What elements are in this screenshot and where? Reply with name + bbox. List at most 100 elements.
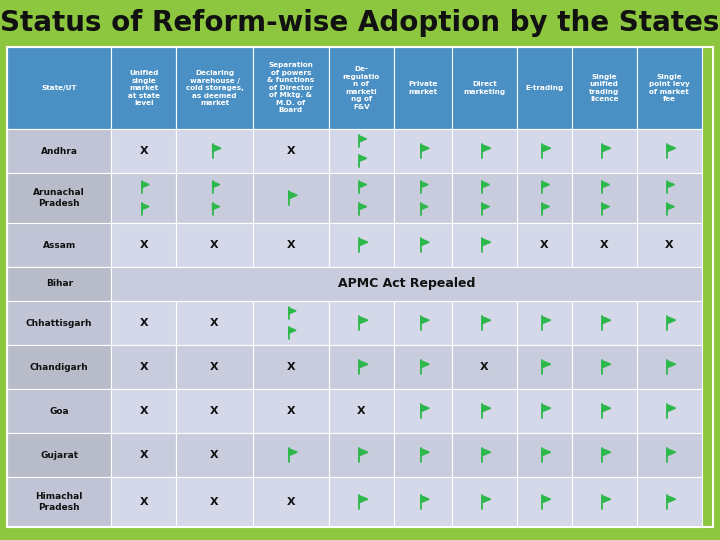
Text: State/UT: State/UT [42,85,77,91]
Text: X: X [140,362,148,372]
Polygon shape [482,404,490,411]
Text: X: X [140,240,148,250]
Polygon shape [482,316,490,323]
Text: Assam: Assam [42,240,76,249]
Text: De-
regulatio
n of
marketi
ng of
F&V: De- regulatio n of marketi ng of F&V [343,66,380,110]
Bar [112,267,702,301]
Bar [451,389,517,433]
Bar [253,477,329,527]
Bar [253,433,329,477]
Bar [176,477,253,527]
Bar [7,223,112,267]
Bar [572,129,636,173]
Text: X: X [540,240,549,250]
Polygon shape [420,316,429,323]
Polygon shape [212,204,220,210]
Polygon shape [420,239,429,246]
Bar [7,47,713,527]
Polygon shape [602,404,611,411]
Polygon shape [542,404,551,411]
Polygon shape [359,316,368,323]
Bar [7,129,112,173]
Text: Chhattisgarh: Chhattisgarh [26,319,92,327]
Bar [253,389,329,433]
Bar [451,129,517,173]
Bar [329,433,394,477]
Polygon shape [542,496,551,503]
Polygon shape [359,361,368,368]
Bar [517,433,572,477]
Bar [394,477,451,527]
Text: X: X [287,362,295,372]
Polygon shape [667,496,675,503]
Bar [112,433,176,477]
Text: E-trading: E-trading [525,85,563,91]
Bar [112,301,176,345]
Text: X: X [287,406,295,416]
Text: X: X [140,497,148,507]
Bar [253,173,329,223]
Bar [253,223,329,267]
Text: X: X [210,450,219,460]
Bar [636,301,702,345]
Bar [112,47,176,129]
Text: Single
point levy
of market
fee: Single point levy of market fee [649,74,690,102]
Polygon shape [359,449,368,456]
Text: X: X [210,406,219,416]
Bar [394,129,451,173]
Text: Himachal
Pradesh: Himachal Pradesh [35,492,83,512]
Bar [7,433,112,477]
Bar [517,301,572,345]
Polygon shape [359,136,366,142]
Polygon shape [602,181,609,187]
Polygon shape [602,145,611,152]
Bar [572,477,636,527]
Polygon shape [359,181,366,187]
Polygon shape [482,496,490,503]
Polygon shape [667,404,675,411]
Bar [176,433,253,477]
Bar [176,301,253,345]
Bar [394,47,451,129]
Text: X: X [480,362,489,372]
Bar [394,173,451,223]
Bar [329,129,394,173]
Bar [112,477,176,527]
Bar [636,389,702,433]
Polygon shape [667,181,675,187]
Bar [7,345,112,389]
Bar [176,129,253,173]
Polygon shape [482,204,490,210]
Bar [394,223,451,267]
Bar [636,477,702,527]
Polygon shape [289,192,297,199]
Bar [451,173,517,223]
Polygon shape [420,496,429,503]
Bar [572,223,636,267]
Polygon shape [212,181,220,187]
Text: X: X [600,240,608,250]
Polygon shape [482,145,490,152]
Text: Single
unified
trading
licence: Single unified trading licence [589,74,619,102]
Polygon shape [667,316,675,323]
Bar [636,173,702,223]
Polygon shape [212,145,221,152]
Bar [176,173,253,223]
Bar [329,223,394,267]
Bar [329,345,394,389]
Text: X: X [665,240,673,250]
Polygon shape [667,361,675,368]
Bar [451,47,517,129]
Bar [572,301,636,345]
Bar [394,345,451,389]
Bar [572,389,636,433]
Bar [572,433,636,477]
Bar [394,301,451,345]
Bar [636,433,702,477]
Polygon shape [142,181,149,187]
Bar [112,389,176,433]
Polygon shape [602,361,611,368]
Text: X: X [210,362,219,372]
Text: X: X [287,146,295,156]
Bar [451,345,517,389]
